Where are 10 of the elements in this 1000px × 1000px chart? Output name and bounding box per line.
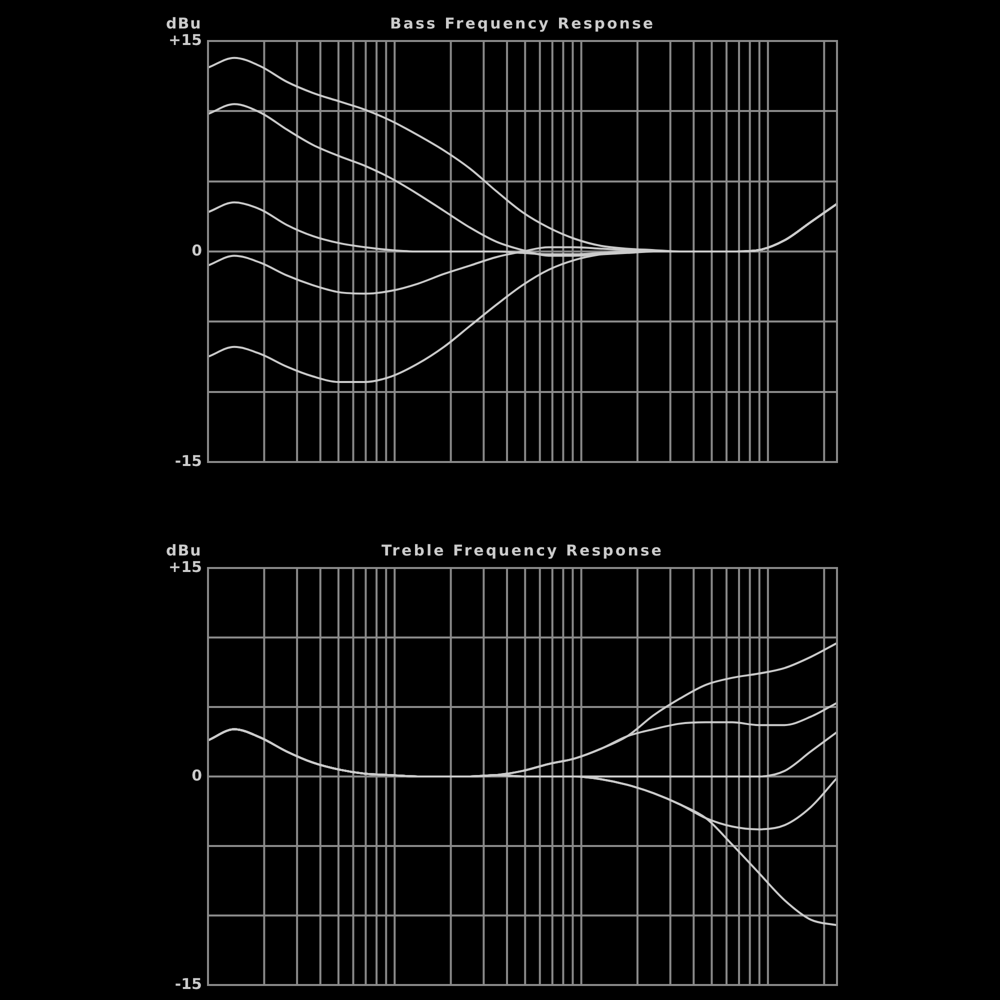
y-axis-title: dBu <box>166 541 202 560</box>
y-tick-label: 0 <box>192 241 202 260</box>
chart-title: Treble Frequency Response <box>382 541 664 560</box>
chart-title: Bass Frequency Response <box>390 14 656 32</box>
y-tick-label: 0 <box>192 766 202 784</box>
y-tick-label: -15 <box>174 452 202 470</box>
y-axis-title: dBu <box>166 14 202 32</box>
y-tick-label: +15 <box>168 558 202 576</box>
y-tick-label: -15 <box>174 974 202 993</box>
y-tick-label: +15 <box>168 30 202 49</box>
